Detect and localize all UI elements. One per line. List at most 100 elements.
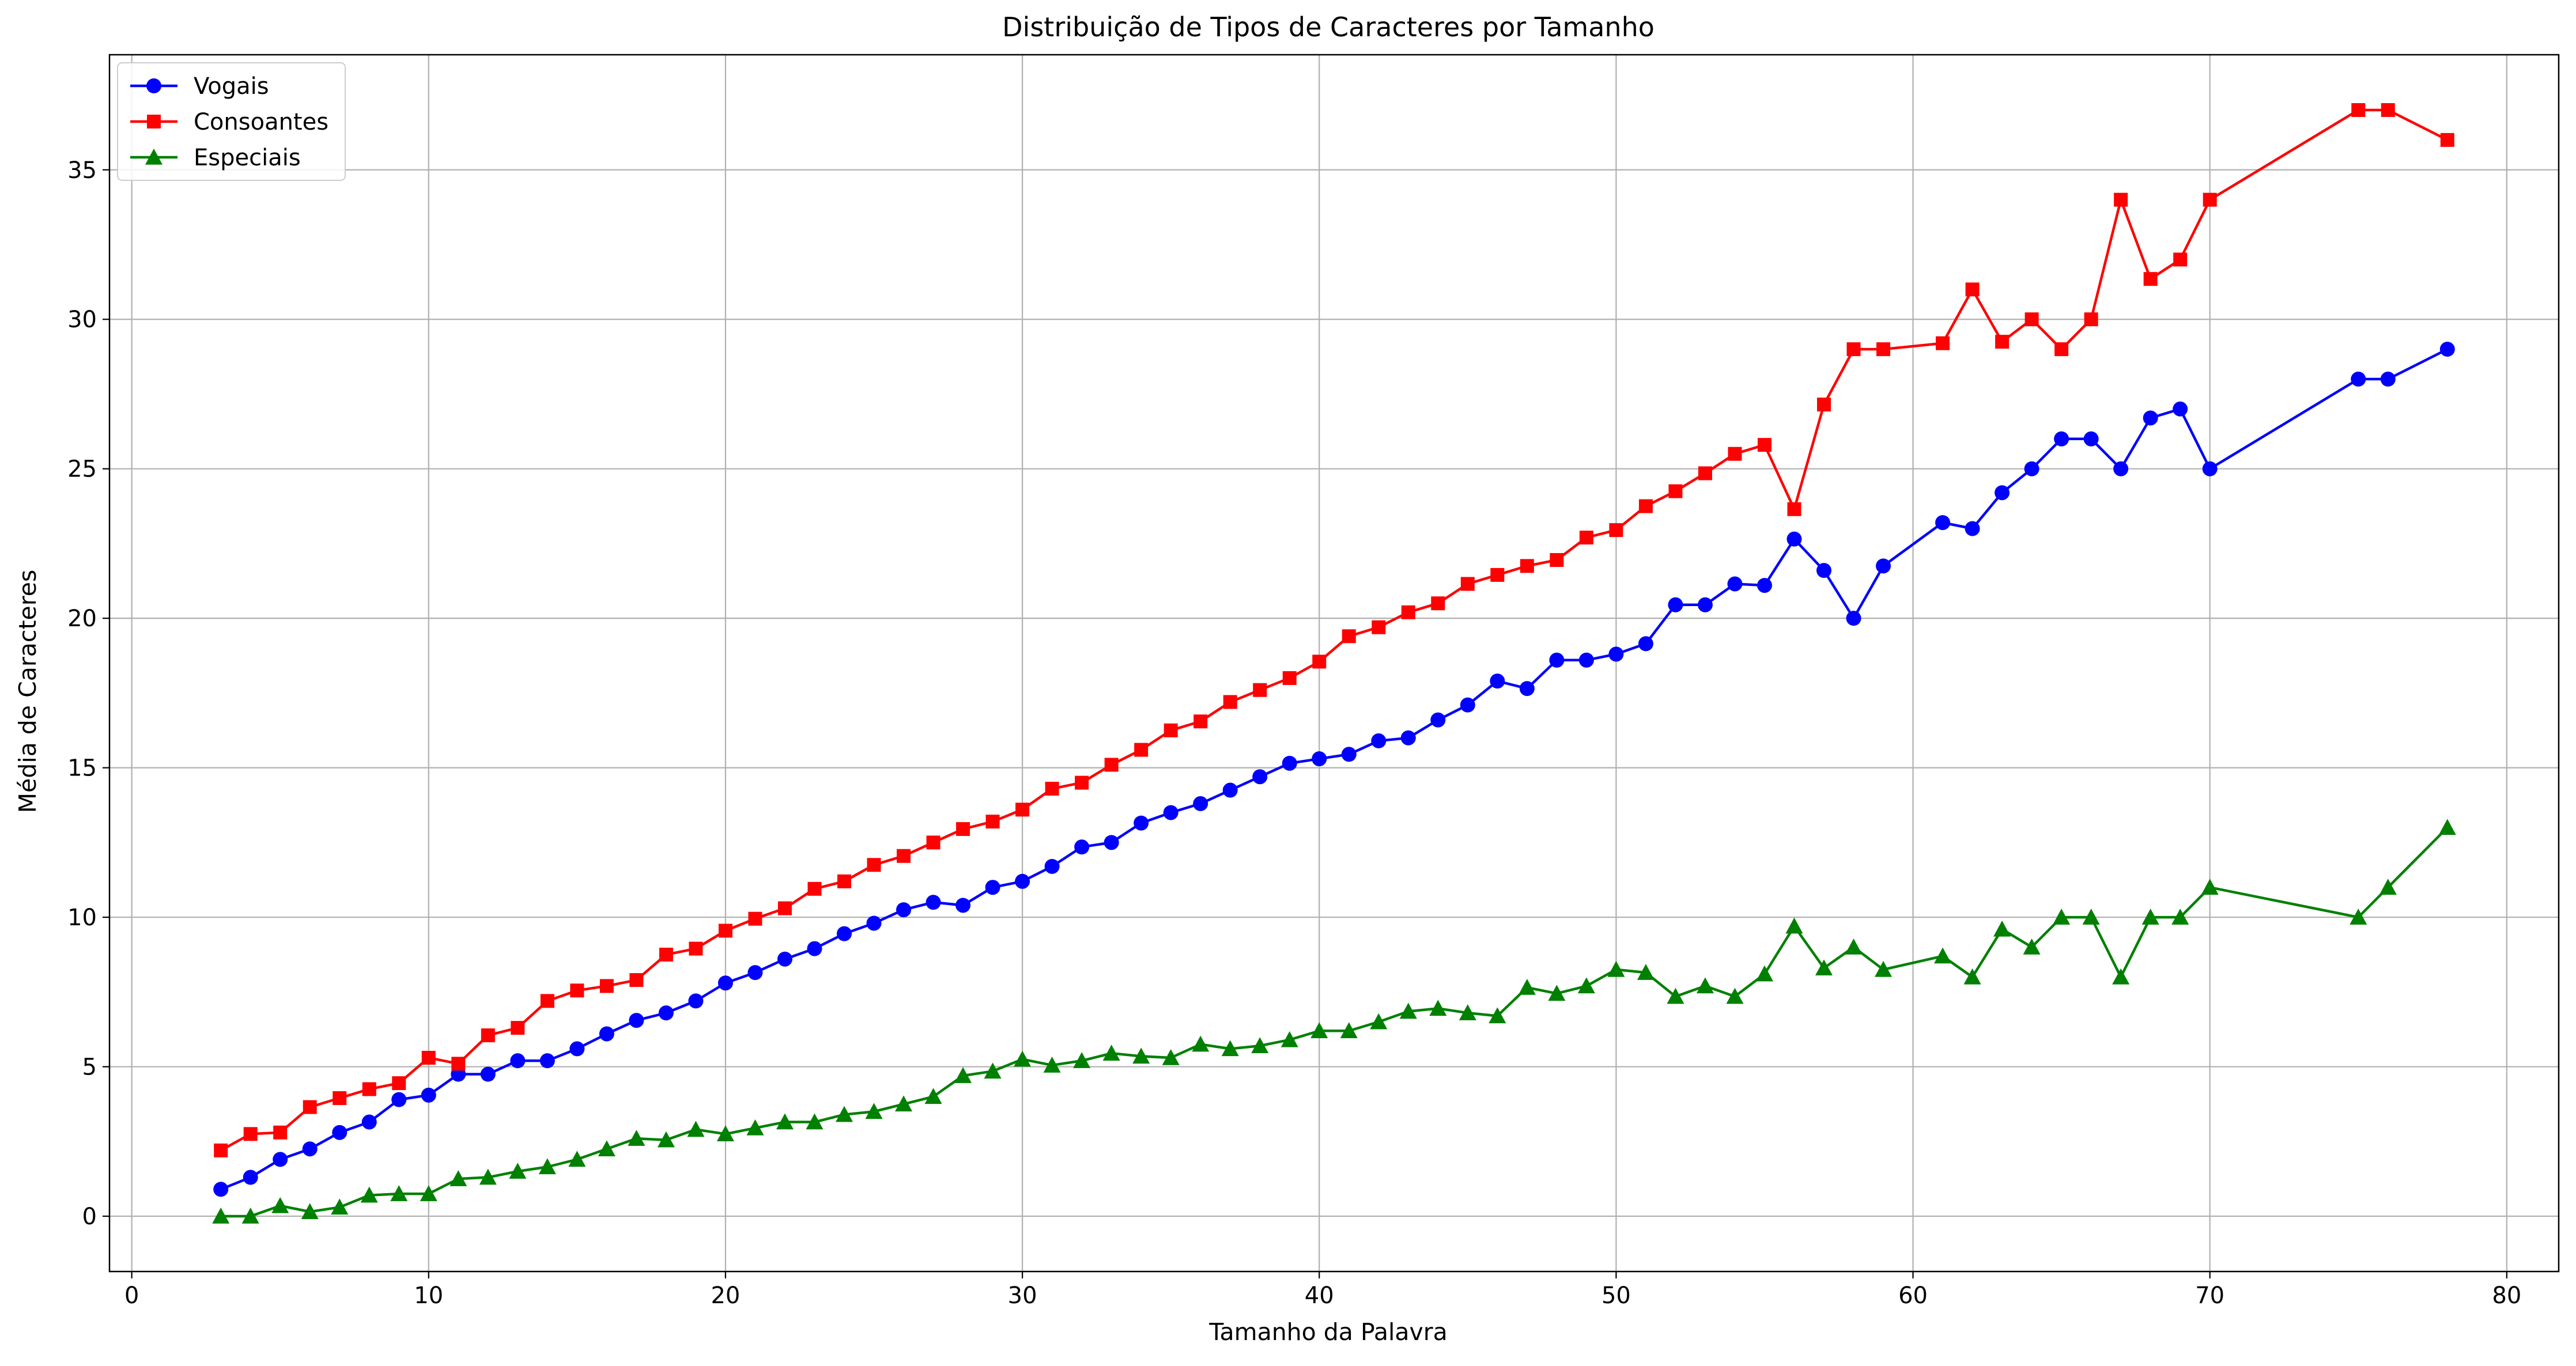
data-point-vogais xyxy=(1163,805,1179,820)
data-point-especiais xyxy=(538,1158,556,1175)
data-point-especiais xyxy=(1014,1050,1032,1067)
y-tick-label: 5 xyxy=(82,1054,97,1081)
legend-item-vogais: Vogais xyxy=(130,73,269,100)
data-point-consoantes xyxy=(689,941,703,956)
data-point-vogais xyxy=(955,898,971,913)
data-point-especiais xyxy=(1548,985,1566,1001)
data-point-vogais xyxy=(391,1092,407,1107)
data-point-vogais xyxy=(1668,597,1683,612)
data-point-vogais xyxy=(1697,597,1713,612)
y-tick-label: 20 xyxy=(67,606,97,632)
legend: Vogais Consoantes Especiais xyxy=(117,62,346,181)
y-axis-label: Média de Caracteres xyxy=(14,570,41,813)
data-point-consoantes xyxy=(1134,743,1149,757)
data-point-consoantes xyxy=(1164,723,1178,737)
data-point-vogais xyxy=(1312,751,1327,767)
x-tick-label: 30 xyxy=(1008,1282,1037,1309)
data-point-especiais xyxy=(1162,1049,1180,1065)
data-point-vogais xyxy=(896,902,912,918)
data-point-vogais xyxy=(480,1066,496,1082)
data-point-consoantes xyxy=(1401,605,1415,619)
x-tick-label: 60 xyxy=(1898,1282,1928,1309)
data-point-consoantes xyxy=(956,822,970,836)
y-tick-label: 15 xyxy=(67,755,97,782)
data-point-vogais xyxy=(2113,461,2129,476)
data-point-consoantes xyxy=(451,1057,466,1071)
data-point-especiais xyxy=(241,1208,259,1224)
data-point-vogais xyxy=(1727,576,1743,592)
data-point-consoantes xyxy=(1015,803,1030,817)
data-point-vogais xyxy=(1786,531,1802,547)
data-point-consoantes xyxy=(867,858,881,872)
data-point-consoantes xyxy=(2054,342,2069,357)
data-point-vogais xyxy=(1965,521,1980,536)
data-point-consoantes xyxy=(1728,446,1742,461)
data-point-consoantes xyxy=(599,979,614,993)
data-point-vogais xyxy=(599,1026,614,1042)
data-point-consoantes xyxy=(421,1050,436,1065)
data-point-vogais xyxy=(1519,681,1535,697)
x-tick-label: 80 xyxy=(2492,1282,2521,1309)
data-point-vogais xyxy=(2024,461,2039,476)
data-point-vogais xyxy=(629,1013,644,1028)
data-point-vogais xyxy=(658,1005,674,1021)
data-point-vogais xyxy=(1430,712,1446,728)
data-point-especiais xyxy=(836,1106,853,1122)
data-point-especiais xyxy=(1577,977,1595,994)
data-point-especiais xyxy=(1696,977,1714,994)
data-point-vogais xyxy=(1490,673,1505,689)
data-point-consoantes xyxy=(926,835,940,850)
data-point-especiais xyxy=(2053,909,2071,925)
legend-marker-vogais xyxy=(146,78,161,93)
x-axis-ticks: 0 10 20 30 40 50 60 70 80 xyxy=(124,1272,2521,1309)
grid-lines xyxy=(109,55,2559,1272)
data-point-especiais xyxy=(1755,965,1773,982)
legend-label: Especiais xyxy=(194,145,301,171)
data-point-especiais xyxy=(1370,1013,1388,1030)
data-point-consoantes xyxy=(1045,781,1059,796)
data-point-especiais xyxy=(450,1170,467,1186)
data-point-consoantes xyxy=(570,983,584,998)
data-point-consoantes xyxy=(897,849,911,863)
y-tick-label: 0 xyxy=(82,1204,97,1230)
data-point-consoantes xyxy=(2024,312,2039,327)
data-point-consoantes xyxy=(985,815,1000,829)
data-point-especiais xyxy=(1845,938,1863,955)
data-point-consoantes xyxy=(392,1076,406,1091)
data-point-consoantes xyxy=(1312,654,1327,669)
data-point-especiais xyxy=(1399,1002,1417,1019)
data-point-especiais xyxy=(1281,1031,1298,1047)
legend-box xyxy=(117,62,346,181)
x-tick-label: 10 xyxy=(414,1282,443,1309)
data-point-especiais xyxy=(924,1088,942,1104)
data-point-consoantes xyxy=(1550,553,1564,567)
legend-label: Vogais xyxy=(194,73,269,100)
data-point-especiais xyxy=(360,1186,378,1203)
data-point-vogais xyxy=(926,895,941,910)
data-point-especiais xyxy=(271,1197,289,1213)
data-point-consoantes xyxy=(2203,192,2217,207)
data-point-especiais xyxy=(716,1125,734,1142)
data-point-vogais xyxy=(688,993,704,1009)
data-point-especiais xyxy=(2023,938,2041,955)
data-point-especiais xyxy=(1667,987,1684,1004)
data-point-vogais xyxy=(1371,733,1387,748)
data-point-especiais xyxy=(806,1113,824,1130)
data-point-vogais xyxy=(1074,839,1090,855)
data-point-consoantes xyxy=(1609,523,1623,538)
data-point-consoantes xyxy=(1223,695,1237,709)
y-tick-label: 25 xyxy=(67,456,97,483)
data-point-vogais xyxy=(2351,372,2366,387)
data-point-especiais xyxy=(1637,964,1655,980)
data-point-especiais xyxy=(984,1062,1002,1079)
data-point-especiais xyxy=(746,1119,764,1136)
data-point-consoantes xyxy=(2143,272,2158,286)
data-point-especiais xyxy=(1518,979,1536,995)
data-point-vogais xyxy=(421,1087,436,1103)
data-point-vogais xyxy=(1549,652,1565,668)
data-point-vogais xyxy=(747,965,763,981)
data-point-consoantes xyxy=(1193,714,1208,729)
data-point-consoantes xyxy=(1638,499,1653,513)
data-point-consoantes xyxy=(511,1021,525,1035)
